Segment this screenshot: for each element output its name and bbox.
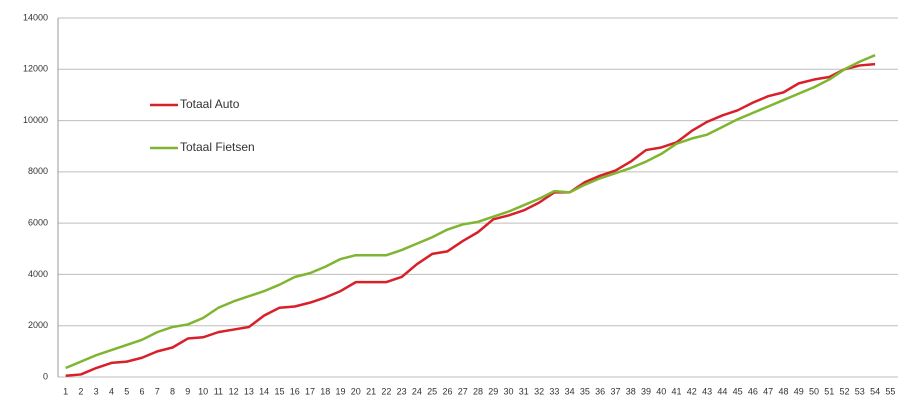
x-tick-label: 16 — [290, 386, 300, 396]
x-tick-label: 19 — [336, 386, 346, 396]
x-tick-label: 24 — [412, 386, 422, 396]
x-tick-label: 27 — [458, 386, 468, 396]
x-tick-label: 20 — [351, 386, 361, 396]
data-line — [65, 54, 876, 370]
x-tick-label: 49 — [794, 386, 804, 396]
x-tick-label: 40 — [656, 386, 666, 396]
x-tick-label: 44 — [717, 386, 727, 396]
x-tick-label: 32 — [534, 386, 544, 396]
x-tick-label: 38 — [626, 386, 636, 396]
x-tick-label: 42 — [687, 386, 697, 396]
y-tick-label: 0 — [43, 371, 48, 381]
x-tick-label: 13 — [244, 386, 254, 396]
x-tick-label: 36 — [595, 386, 605, 396]
y-tick-label: 12000 — [23, 64, 48, 74]
x-tick-label: 28 — [473, 386, 483, 396]
x-tick-label: 18 — [320, 386, 330, 396]
y-tick-label: 4000 — [28, 269, 48, 279]
x-tick-label: 29 — [488, 386, 498, 396]
x-tick-label: 52 — [840, 386, 850, 396]
x-tick-label: 50 — [809, 386, 819, 396]
x-tick-label: 17 — [305, 386, 315, 396]
x-tick-label: 1 — [63, 386, 68, 396]
x-tick-label: 4 — [109, 386, 114, 396]
x-tick-label: 41 — [672, 386, 682, 396]
x-tick-label: 14 — [259, 386, 269, 396]
x-tick-label: 48 — [778, 386, 788, 396]
x-tick-label: 21 — [366, 386, 376, 396]
data-line — [65, 62, 876, 377]
x-tick-label: 10 — [198, 386, 208, 396]
x-tick-label: 5 — [124, 386, 129, 396]
y-tick-label: 2000 — [28, 320, 48, 330]
x-tick-label: 6 — [139, 386, 144, 396]
x-tick-label: 25 — [427, 386, 437, 396]
x-tick-label: 37 — [610, 386, 620, 396]
y-tick-label: 6000 — [28, 218, 48, 228]
x-tick-label: 47 — [763, 386, 773, 396]
x-tick-label: 55 — [885, 386, 895, 396]
x-tick-label: 15 — [274, 386, 284, 396]
y-tick-label: 8000 — [28, 166, 48, 176]
x-tick-label: 51 — [824, 386, 834, 396]
x-tick-label: 39 — [641, 386, 651, 396]
y-tick-label: 14000 — [23, 12, 48, 22]
legend-text: Totaal Fietsen — [180, 140, 255, 154]
x-tick-label: 3 — [94, 386, 99, 396]
x-tick-label: 26 — [442, 386, 452, 396]
x-tick-label: 46 — [748, 386, 758, 396]
x-tick-label: 11 — [214, 386, 223, 396]
x-tick-label: 8 — [170, 386, 175, 396]
x-tick-label: 33 — [549, 386, 559, 396]
x-tick-label: 35 — [580, 386, 590, 396]
x-tick-label: 9 — [185, 386, 190, 396]
legend-text: Totaal Auto — [180, 97, 240, 111]
x-tick-label: 45 — [733, 386, 743, 396]
x-tick-label: 7 — [155, 386, 160, 396]
x-tick-label: 31 — [519, 386, 529, 396]
x-tick-label: 43 — [702, 386, 712, 396]
x-tick-label: 53 — [855, 386, 865, 396]
x-tick-label: 23 — [397, 386, 407, 396]
x-tick-label: 34 — [565, 386, 575, 396]
x-tick-label: 22 — [381, 386, 391, 396]
y-tick-label: 10000 — [23, 115, 48, 125]
x-tick-label: 30 — [504, 386, 514, 396]
x-tick-label: 12 — [229, 386, 239, 396]
x-tick-label: 54 — [870, 386, 880, 396]
x-tick-label: 2 — [78, 386, 83, 396]
